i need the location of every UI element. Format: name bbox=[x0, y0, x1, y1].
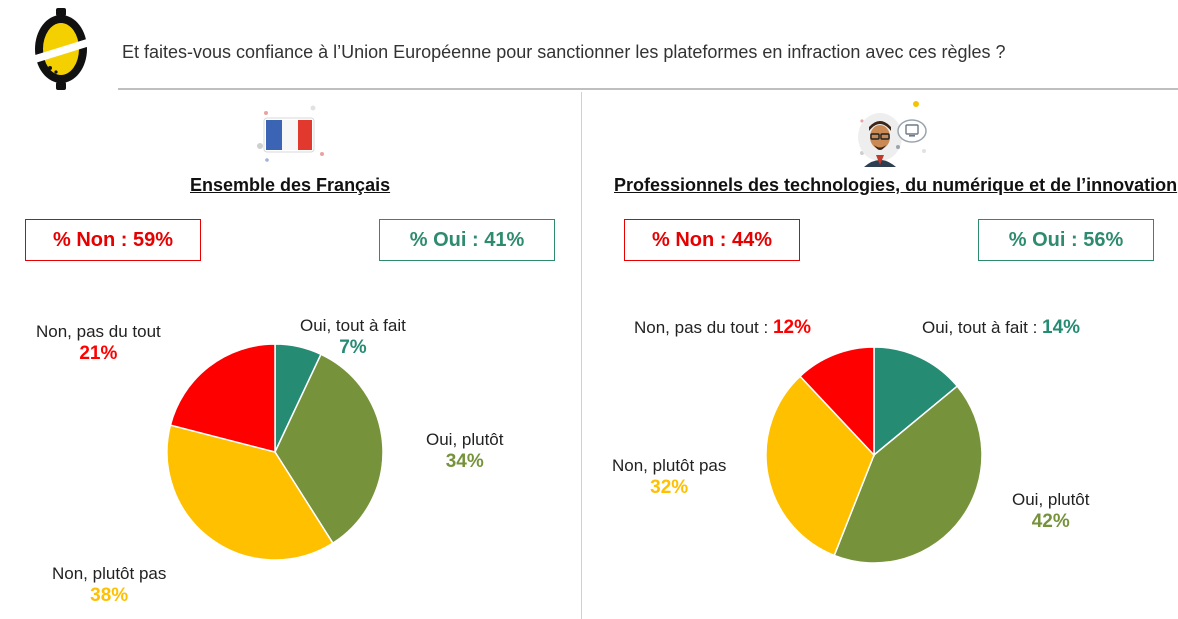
category-label: Non, plutôt pas bbox=[52, 564, 167, 583]
category-label: Oui, tout à fait bbox=[300, 316, 406, 335]
pie-label-oui-tout-a-fait: Oui, tout à fait : 14% bbox=[922, 317, 1080, 339]
pie-slice-non-pas-du-tout bbox=[799, 346, 875, 457]
value-label: 34% bbox=[445, 451, 484, 472]
survey-question: Et faites-vous confiance à l’Union Europ… bbox=[122, 42, 1006, 62]
value-label: 42% bbox=[1031, 511, 1070, 532]
pie-chart bbox=[765, 346, 983, 564]
summary-oui-box: % Oui : 41% bbox=[379, 219, 555, 261]
pie-label-non-plutot-pas: Non, plutôt pas 32% bbox=[612, 455, 726, 499]
pie-label-oui-plutot: Oui, plutôt 42% bbox=[1012, 489, 1090, 533]
category-label: Oui, plutôt bbox=[1012, 490, 1090, 509]
pie-slice-oui-plutot bbox=[833, 385, 983, 564]
value-label: 32% bbox=[650, 477, 689, 498]
value-label: 21% bbox=[79, 343, 118, 364]
label-separator: : bbox=[758, 318, 773, 337]
summary-non-box: % Non : 44% bbox=[624, 219, 800, 261]
label-separator: : bbox=[1027, 318, 1043, 337]
value-label: 14% bbox=[1042, 317, 1081, 338]
panel-ensemble-francais: Ensemble des Français % Non : 59% % Oui … bbox=[0, 95, 580, 619]
category-label: Non, pas du tout bbox=[36, 322, 161, 341]
pie-slice-non-plutot-pas bbox=[765, 375, 875, 557]
category-label: Non, plutôt pas bbox=[612, 456, 727, 475]
panel-title: Ensemble des Français bbox=[190, 175, 391, 195]
summary-non-box: % Non : 59% bbox=[25, 219, 201, 261]
value-label: 7% bbox=[339, 337, 367, 358]
pie-label-non-pas-du-tout: Non, pas du tout : 12% bbox=[634, 317, 811, 339]
panel-divider bbox=[581, 92, 582, 619]
category-label: Oui, plutôt bbox=[426, 430, 504, 449]
pie-label-oui-plutot: Oui, plutôt 34% bbox=[426, 429, 504, 473]
pie-slice-oui-tout-a-fait bbox=[873, 346, 959, 457]
lemon-logo-icon bbox=[32, 8, 90, 90]
category-label: Oui, tout à fait bbox=[922, 318, 1028, 337]
pie-label-non-plutot-pas: Non, plutôt pas 38% bbox=[52, 563, 166, 607]
summary-oui-box: % Oui : 56% bbox=[978, 219, 1154, 261]
pie-chart bbox=[166, 343, 384, 561]
value-label: 38% bbox=[90, 585, 129, 606]
panel-professionnels: Professionnels des technologies, du numé… bbox=[582, 95, 1178, 619]
value-label: 12% bbox=[772, 317, 811, 338]
pie-slice-non-plutot-pas bbox=[166, 424, 334, 561]
french-flag-icon bbox=[257, 105, 324, 162]
pie-label-non-pas-du-tout: Non, pas du tout 21% bbox=[36, 321, 161, 365]
pie-slice-oui-plutot bbox=[274, 353, 384, 545]
pie-slice-non-pas-du-tout bbox=[169, 343, 276, 453]
pie-label-oui-tout-a-fait: Oui, tout à fait 7% bbox=[300, 315, 406, 359]
header-divider bbox=[118, 88, 1178, 90]
panel-title: Professionnels des technologies, du numé… bbox=[614, 175, 1178, 195]
category-label: Non, pas du tout bbox=[634, 318, 759, 337]
tech-professional-icon bbox=[858, 101, 927, 167]
